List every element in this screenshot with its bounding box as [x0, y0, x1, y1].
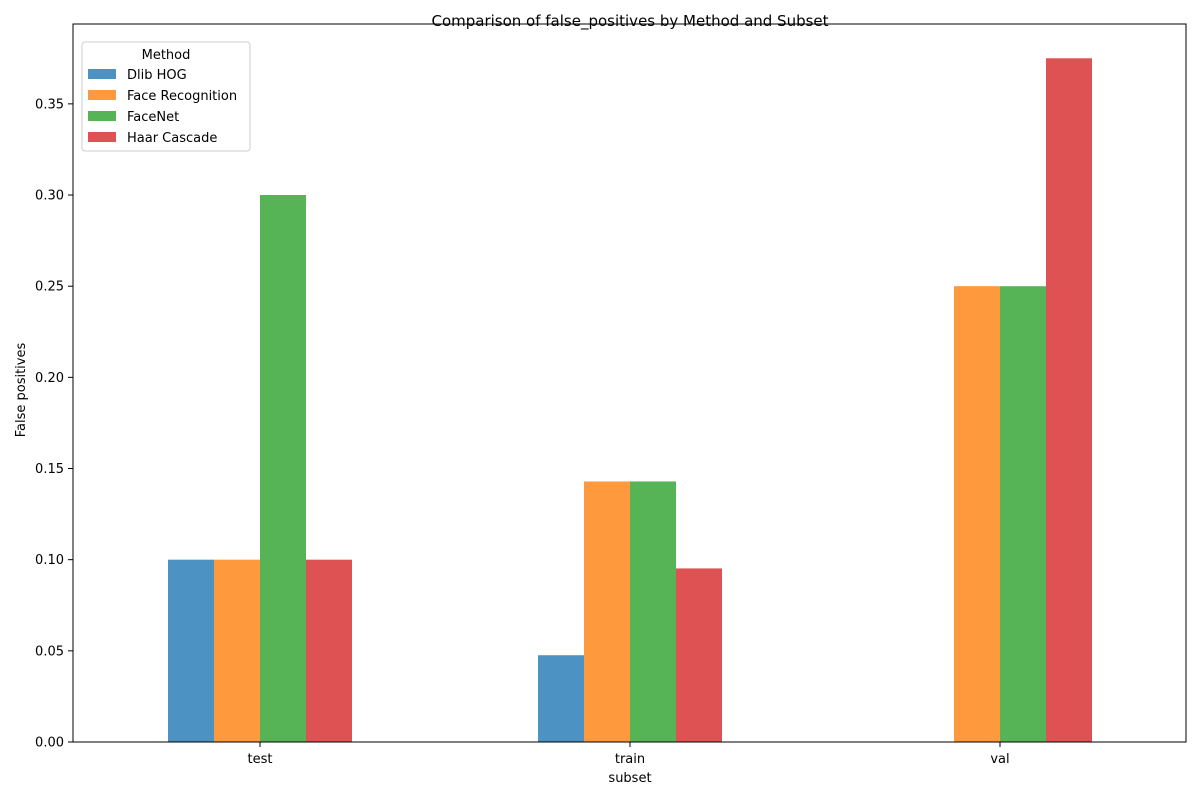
legend-label: Face Recognition [127, 89, 237, 104]
bar-facenet-val [1000, 286, 1046, 742]
y-tick-label: 0.25 [35, 280, 64, 295]
bar-haar-cascade-val [1046, 58, 1092, 743]
x-axis: test train val [248, 742, 1010, 767]
x-tick-label: test [248, 752, 273, 767]
chart-title: Comparison of false_positives by Method … [431, 12, 828, 31]
legend-box [81, 41, 251, 152]
legend: Method Dlib HOG Face Recognition FaceNet Ha… [81, 41, 251, 152]
y-tick-label: 0.10 [35, 553, 64, 568]
bars-group [168, 58, 1092, 743]
legend-label: Haar Cascade [127, 131, 217, 146]
bar-face-recognition-val [954, 286, 1000, 742]
legend-swatch [88, 69, 116, 79]
y-tick-label: 0.00 [35, 736, 64, 751]
y-tick-label: 0.35 [35, 97, 64, 112]
x-tick-label: train [615, 752, 645, 767]
bar-facenet-test [260, 195, 306, 742]
bar-dlib-hog-test [168, 559, 214, 742]
bar-haar-cascade-train [676, 568, 722, 742]
bar-face-recognition-train [584, 481, 630, 742]
y-tick-label: 0.20 [35, 371, 64, 386]
legend-title: Method [142, 48, 191, 63]
y-tick-label: 0.05 [35, 644, 64, 659]
y-axis-title: False positives [14, 343, 29, 438]
bar-face-recognition-test [214, 559, 260, 742]
legend-swatch [88, 132, 116, 142]
legend-label: Dlib HOG [127, 68, 187, 83]
y-tick-label: 0.30 [35, 189, 64, 204]
bar-dlib-hog-train [538, 655, 584, 742]
y-axis: 0.00 0.05 0.10 0.15 0.20 0.25 0.30 0.35 [35, 97, 73, 751]
x-axis-title: subset [608, 771, 651, 786]
y-tick-label: 0.15 [35, 462, 64, 477]
x-tick-label: val [990, 752, 1009, 767]
legend-swatch [88, 111, 116, 121]
bar-haar-cascade-test [306, 559, 352, 742]
bar-facenet-train [630, 481, 676, 742]
legend-swatch [88, 90, 116, 100]
legend-label: FaceNet [127, 110, 179, 125]
